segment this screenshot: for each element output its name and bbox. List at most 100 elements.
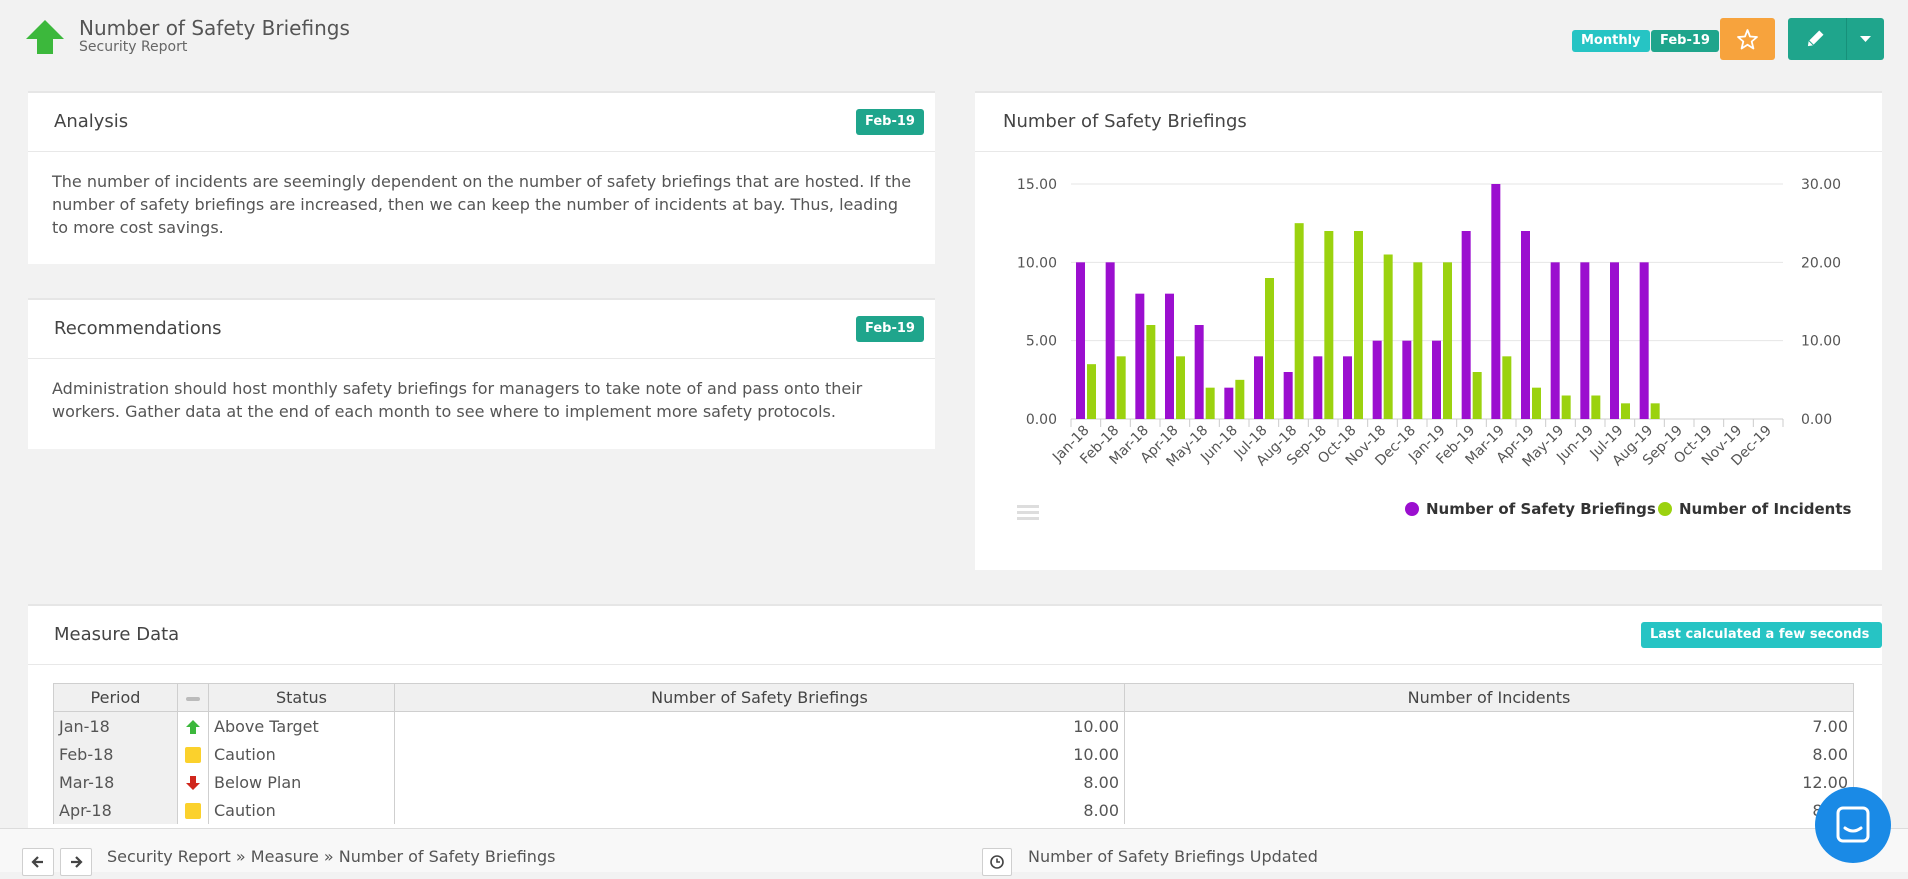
activity-button[interactable] [982,848,1012,876]
bar-safety-briefings [1372,340,1382,419]
chart-menu-icon [1017,505,1039,508]
column-header-period[interactable]: Period [53,683,178,712]
status-cell: Caution [208,796,395,824]
arrow-right-icon [71,856,83,868]
bar-safety-briefings [1105,262,1115,419]
briefings-cell: 10.00 [394,740,1125,768]
frequency-badge[interactable]: Monthly [1572,30,1650,52]
bar-safety-briefings [1283,372,1293,419]
period-cell: Jan-18 [53,711,178,740]
table-row[interactable]: Feb-18 Caution 10.00 8.00 [53,740,1854,768]
table-row[interactable]: Apr-18 Caution 8.00 8.00 [53,796,1854,824]
column-header-briefings[interactable]: Number of Safety Briefings [394,683,1125,712]
bar-safety-briefings [1254,356,1263,419]
y-right-tick-label: 30.00 [1801,177,1841,193]
panel-divider [28,358,935,359]
bar-safety-briefings [1521,231,1530,419]
analysis-panel: Analysis Feb-19 The number of incidents … [28,91,935,264]
table-row[interactable]: Mar-18 Below Plan 8.00 12.00 [53,768,1854,796]
bar-incidents [1324,231,1334,419]
period-badge[interactable]: Feb-19 [1651,30,1719,52]
arrow-left-icon [31,856,43,868]
forward-button[interactable] [60,848,92,876]
yellow-square-icon [185,747,201,763]
briefings-cell: 10.00 [394,711,1125,740]
bar-incidents [1235,379,1245,419]
panel-divider [28,151,935,152]
bar-safety-briefings [1343,356,1352,419]
status-icon-cell [177,740,209,768]
chart-menu-icon [1017,511,1039,514]
bar-safety-briefings [1639,262,1649,419]
bar-safety-briefings [1550,262,1560,419]
legend-marker [1658,502,1672,516]
bar-safety-briefings [1461,231,1471,419]
measure-data-table: Period Status Number of Safety Briefings… [53,683,1854,824]
incidents-cell: 8.00 [1124,740,1854,768]
chart-menu-icon [1017,517,1039,520]
bar-chart: 0.005.0010.0015.000.0010.0020.0030.00Jan… [1017,177,1851,520]
bar-incidents [1176,356,1185,419]
period-cell: Feb-18 [53,740,178,768]
bar-safety-briefings [1165,293,1174,419]
back-button[interactable] [22,848,54,876]
bar-safety-briefings [1610,262,1619,419]
activity-text: Number of Safety Briefings Updated [1028,847,1318,866]
favorite-button[interactable] [1720,18,1775,60]
briefings-cell: 8.00 [394,796,1125,824]
incidents-cell: 7.00 [1124,711,1854,740]
table-row[interactable]: Jan-18 Above Target 10.00 7.00 [53,711,1854,740]
y-left-tick-label: 10.00 [1017,255,1057,271]
bar-safety-briefings [1402,340,1412,419]
recommendations-text: Administration should host monthly safet… [52,379,863,421]
breadcrumb[interactable]: Security Report » Measure » Number of Sa… [107,847,556,866]
caret-down-icon[interactable] [1847,18,1884,60]
page-header: Number of Safety Briefings Security Repo… [0,0,1908,90]
status-cell: Below Plan [208,768,395,796]
analysis-text: The number of incidents are seemingly de… [52,172,912,237]
bar-incidents [1502,356,1512,419]
bar-incidents [1146,325,1156,419]
y-left-tick-label: 5.00 [1026,334,1057,350]
chat-icon [1836,806,1870,843]
period-cell: Apr-18 [53,796,178,824]
red-down-arrow-icon [186,776,200,790]
bar-incidents [1443,262,1452,419]
bar-incidents [1561,395,1571,419]
y-right-tick-label: 20.00 [1801,255,1841,271]
clock-icon [990,855,1004,869]
footer-bar: Security Report » Measure » Number of Sa… [0,828,1908,876]
chart-panel-title: Number of Safety Briefings [1003,111,1247,132]
status-icon-cell [177,796,209,824]
bar-incidents [1650,403,1660,419]
column-header-status[interactable]: Status [208,683,395,712]
bar-safety-briefings [1580,262,1590,419]
period-cell: Mar-18 [53,768,178,796]
bar-safety-briefings [1224,387,1234,419]
bar-incidents [1116,356,1126,419]
table-header-row: Period Status Number of Safety Briefings… [53,683,1854,712]
status-icon-cell [177,711,209,740]
legend-marker [1405,502,1419,516]
column-header-indicator[interactable] [177,683,209,712]
y-right-tick-label: 0.00 [1801,412,1832,428]
bar-incidents [1383,254,1393,419]
edit-button-group[interactable] [1788,18,1884,60]
bar-incidents [1087,364,1096,419]
y-left-tick-label: 0.00 [1026,412,1057,428]
chat-launcher-button[interactable] [1815,787,1891,863]
bar-incidents [1265,278,1274,419]
bar-incidents [1354,231,1363,419]
recommendations-panel: Recommendations Feb-19 Administration sh… [28,298,935,449]
last-calculated-badge: Last calculated a few seconds ago [1641,622,1882,668]
bar-safety-briefings [1076,262,1085,419]
column-header-incidents[interactable]: Number of Incidents [1124,683,1854,712]
bar-safety-briefings [1135,293,1145,419]
legend-label: Number of Safety Briefings [1426,500,1656,518]
pencil-icon[interactable] [1788,18,1846,60]
legend-label: Number of Incidents [1679,500,1851,518]
status-icon-cell [177,768,209,796]
status-cell: Caution [208,740,395,768]
bar-incidents [1413,262,1423,419]
page-title: Number of Safety Briefings [79,16,350,40]
